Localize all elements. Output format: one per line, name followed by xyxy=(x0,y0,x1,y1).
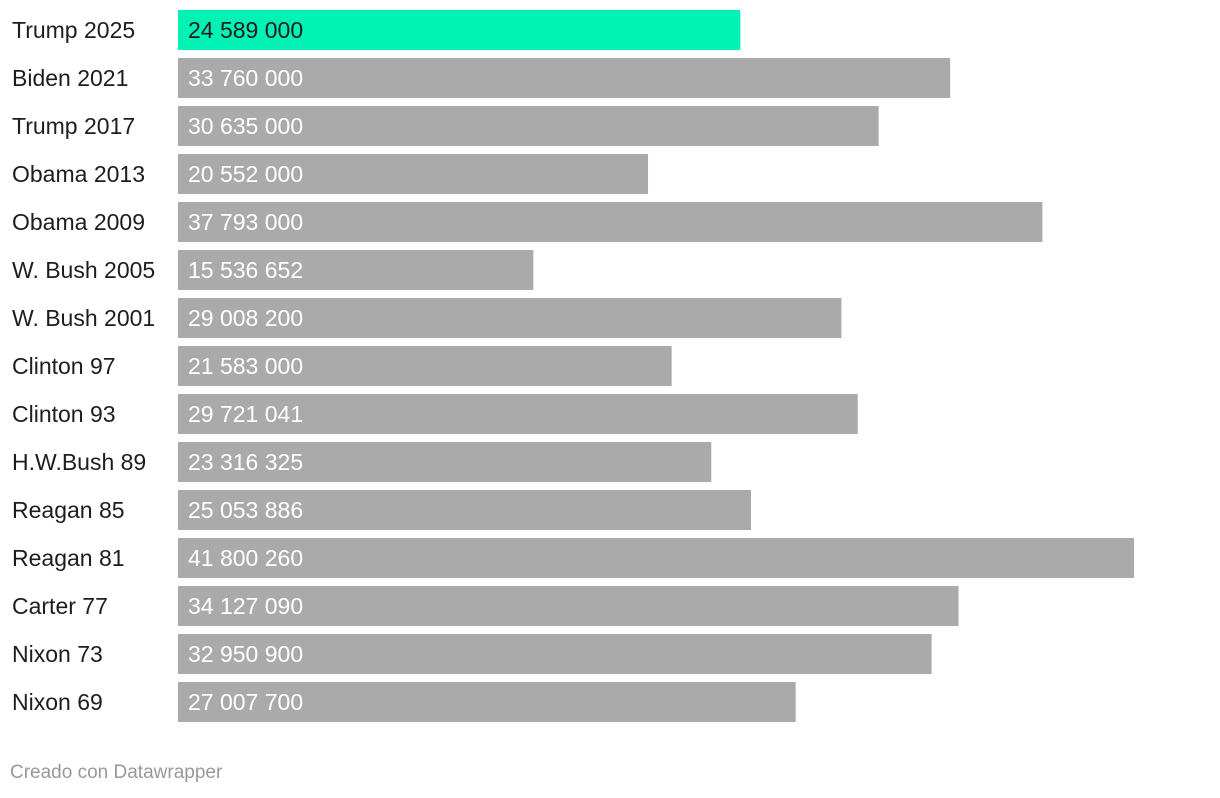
credit-text: Creado con Datawrapper xyxy=(10,762,223,783)
category-label: W. Bush 2001 xyxy=(12,305,155,331)
value-label: 25 053 886 xyxy=(188,497,303,523)
bar xyxy=(178,58,951,98)
bar xyxy=(178,10,741,50)
bar-row: Clinton 97 21 583 000 xyxy=(12,346,672,386)
value-label: 37 793 000 xyxy=(188,209,303,235)
category-label: Trump 2017 xyxy=(12,113,135,139)
category-label: Trump 2025 xyxy=(12,17,135,43)
category-label: Carter 77 xyxy=(12,593,108,619)
value-label: 29 721 041 xyxy=(188,401,303,427)
bar-row: W. Bush 2005 15 536 652 xyxy=(12,250,534,290)
bar-row: Clinton 93 29 721 041 xyxy=(12,394,858,434)
category-label: H.W.Bush 89 xyxy=(12,449,146,475)
bar-row: Reagan 85 25 053 886 xyxy=(12,490,751,530)
bar xyxy=(178,154,649,194)
bar xyxy=(178,682,796,722)
category-label: Clinton 97 xyxy=(12,353,116,379)
value-label: 24 589 000 xyxy=(188,17,303,43)
bar xyxy=(178,250,534,290)
value-label: 27 007 700 xyxy=(188,689,303,715)
bar-row: Biden 2021 33 760 000 xyxy=(12,58,951,98)
category-label: Clinton 93 xyxy=(12,401,116,427)
category-label: Obama 2013 xyxy=(12,161,145,187)
bar-row: Trump 2017 30 635 000 xyxy=(12,106,879,146)
category-label: Nixon 73 xyxy=(12,641,103,667)
bar xyxy=(178,538,1134,578)
value-label: 21 583 000 xyxy=(188,353,303,379)
value-label: 34 127 090 xyxy=(188,593,303,619)
value-label: 41 800 260 xyxy=(188,545,303,571)
category-label: Nixon 69 xyxy=(12,689,103,715)
value-label: 20 552 000 xyxy=(188,161,303,187)
bar-row: Carter 77 34 127 090 xyxy=(12,586,959,626)
bar-row: H.W.Bush 89 23 316 325 xyxy=(12,442,712,482)
bar xyxy=(178,106,879,146)
bar xyxy=(178,586,959,626)
bar xyxy=(178,394,858,434)
bar-row: Nixon 69 27 007 700 xyxy=(12,682,796,722)
bar-row: Nixon 73 32 950 900 xyxy=(12,634,932,674)
bar-row: Obama 2009 37 793 000 xyxy=(12,202,1043,242)
bar-row: Trump 2025 24 589 000 xyxy=(12,10,741,50)
value-label: 15 536 652 xyxy=(188,257,303,283)
bar-row: Reagan 81 41 800 260 xyxy=(12,538,1134,578)
value-label: 32 950 900 xyxy=(188,641,303,667)
bar xyxy=(178,346,672,386)
bar xyxy=(178,634,932,674)
value-label: 30 635 000 xyxy=(188,113,303,139)
category-label: Reagan 81 xyxy=(12,545,125,571)
bar-chart: Trump 2025 24 589 000 Biden 2021 33 760 000… xyxy=(12,10,1134,722)
category-label: Biden 2021 xyxy=(12,65,128,91)
category-label: Reagan 85 xyxy=(12,497,125,523)
bar-row: Obama 2013 20 552 000 xyxy=(12,154,649,194)
bar xyxy=(178,298,842,338)
category-label: Obama 2009 xyxy=(12,209,145,235)
value-label: 29 008 200 xyxy=(188,305,303,331)
value-label: 23 316 325 xyxy=(188,449,303,475)
bar xyxy=(178,490,751,530)
bar-row: W. Bush 2001 29 008 200 xyxy=(12,298,842,338)
value-label: 33 760 000 xyxy=(188,65,303,91)
bar xyxy=(178,442,712,482)
category-label: W. Bush 2005 xyxy=(12,257,155,283)
bar xyxy=(178,202,1043,242)
